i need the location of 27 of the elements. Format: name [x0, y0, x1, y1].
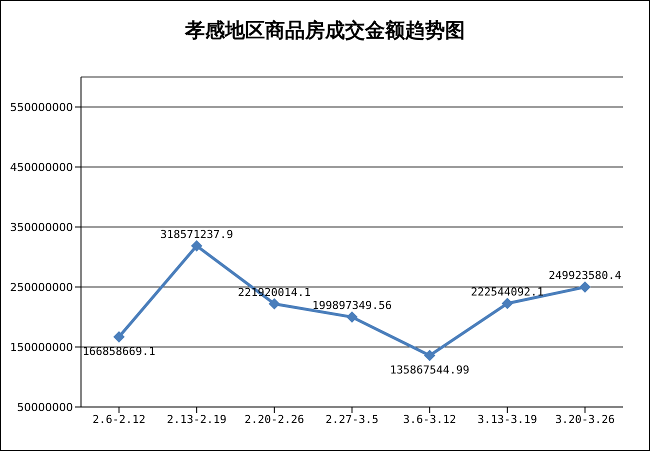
x-tick-label: 2.20-2.26 — [244, 412, 304, 426]
y-tick-label: 50000000 — [17, 400, 73, 414]
data-label: 318571237.9 — [160, 228, 234, 241]
y-tick-label: 250000000 — [10, 280, 73, 294]
data-label: 166858669.1 — [82, 344, 156, 358]
x-tick-label: 2.13-2.19 — [166, 412, 226, 426]
point — [424, 350, 436, 361]
x-tick-label: 3.13-3.19 — [478, 412, 538, 426]
data-label: 135867544.99 — [390, 363, 470, 376]
data-label: 249923580.4 — [548, 269, 622, 282]
y-tick-label: 550000000 — [10, 100, 73, 114]
point — [346, 312, 358, 323]
y-tick-label: 350000000 — [10, 220, 73, 234]
point — [502, 298, 513, 309]
data-label: 199897349.56 — [312, 299, 392, 312]
x-tick-label: 3.6-3.12 — [403, 412, 456, 426]
data-label: 222544092.1 — [470, 285, 544, 298]
y-tick-label: 150000000 — [10, 340, 73, 354]
point — [580, 282, 590, 293]
point — [191, 240, 202, 252]
x-tick-label: 2.27-3.5 — [326, 412, 378, 426]
x-tick-label: 3.20-3.26 — [555, 412, 615, 426]
point — [268, 298, 280, 310]
y-tick-label: 450000000 — [10, 160, 73, 174]
chart-title: 孝感地区商品房成交金额趋势图 — [184, 17, 466, 44]
point — [114, 331, 124, 342]
x-tick-label: 2.6-2.12 — [92, 412, 146, 426]
